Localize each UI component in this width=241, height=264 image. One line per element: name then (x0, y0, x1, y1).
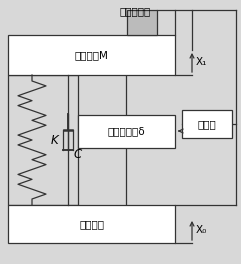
Text: K: K (51, 134, 59, 147)
Text: 负载质量M: 负载质量M (74, 50, 108, 60)
Text: 压电致动器δ: 压电致动器δ (108, 126, 145, 136)
Bar (127, 10, 157, 35)
Bar (78, 115, 175, 148)
Bar (8, 75, 78, 205)
Text: 基础平台: 基础平台 (79, 219, 104, 229)
Text: 控制器: 控制器 (198, 119, 216, 129)
Bar (8, 35, 175, 75)
Bar (8, 205, 175, 243)
Text: 反馈传感器: 反馈传感器 (119, 6, 151, 16)
Text: X₀: X₀ (196, 225, 207, 235)
Text: C: C (74, 148, 82, 162)
Bar (182, 110, 232, 138)
Text: X₁: X₁ (196, 57, 207, 67)
